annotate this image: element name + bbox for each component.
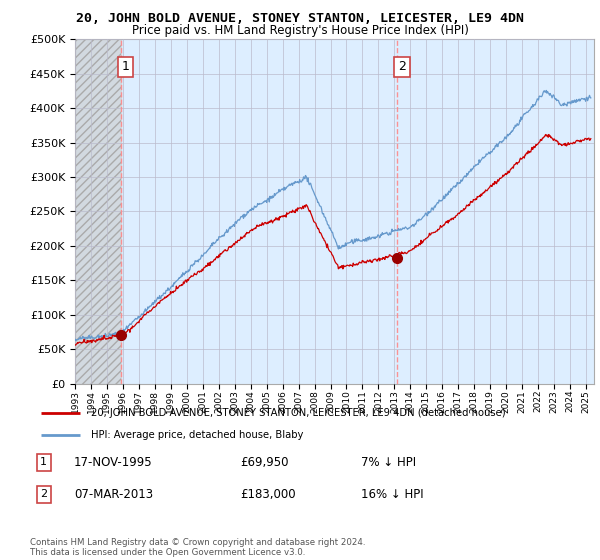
Text: 7% ↓ HPI: 7% ↓ HPI bbox=[361, 456, 416, 469]
Text: Contains HM Land Registry data © Crown copyright and database right 2024.
This d: Contains HM Land Registry data © Crown c… bbox=[30, 538, 365, 557]
Text: HPI: Average price, detached house, Blaby: HPI: Average price, detached house, Blab… bbox=[91, 430, 303, 440]
Text: 20, JOHN BOLD AVENUE, STONEY STANTON, LEICESTER, LE9 4DN: 20, JOHN BOLD AVENUE, STONEY STANTON, LE… bbox=[76, 12, 524, 25]
Text: 17-NOV-1995: 17-NOV-1995 bbox=[74, 456, 153, 469]
Text: 16% ↓ HPI: 16% ↓ HPI bbox=[361, 488, 424, 501]
Text: 2: 2 bbox=[398, 60, 406, 73]
Text: 20, JOHN BOLD AVENUE, STONEY STANTON, LEICESTER, LE9 4DN (detached house): 20, JOHN BOLD AVENUE, STONEY STANTON, LE… bbox=[91, 408, 505, 418]
Text: 07-MAR-2013: 07-MAR-2013 bbox=[74, 488, 153, 501]
Text: 1: 1 bbox=[40, 457, 47, 467]
Text: Price paid vs. HM Land Registry's House Price Index (HPI): Price paid vs. HM Land Registry's House … bbox=[131, 24, 469, 36]
Text: 1: 1 bbox=[122, 60, 130, 73]
Text: £183,000: £183,000 bbox=[240, 488, 295, 501]
Text: £69,950: £69,950 bbox=[240, 456, 288, 469]
Text: 2: 2 bbox=[40, 489, 47, 500]
